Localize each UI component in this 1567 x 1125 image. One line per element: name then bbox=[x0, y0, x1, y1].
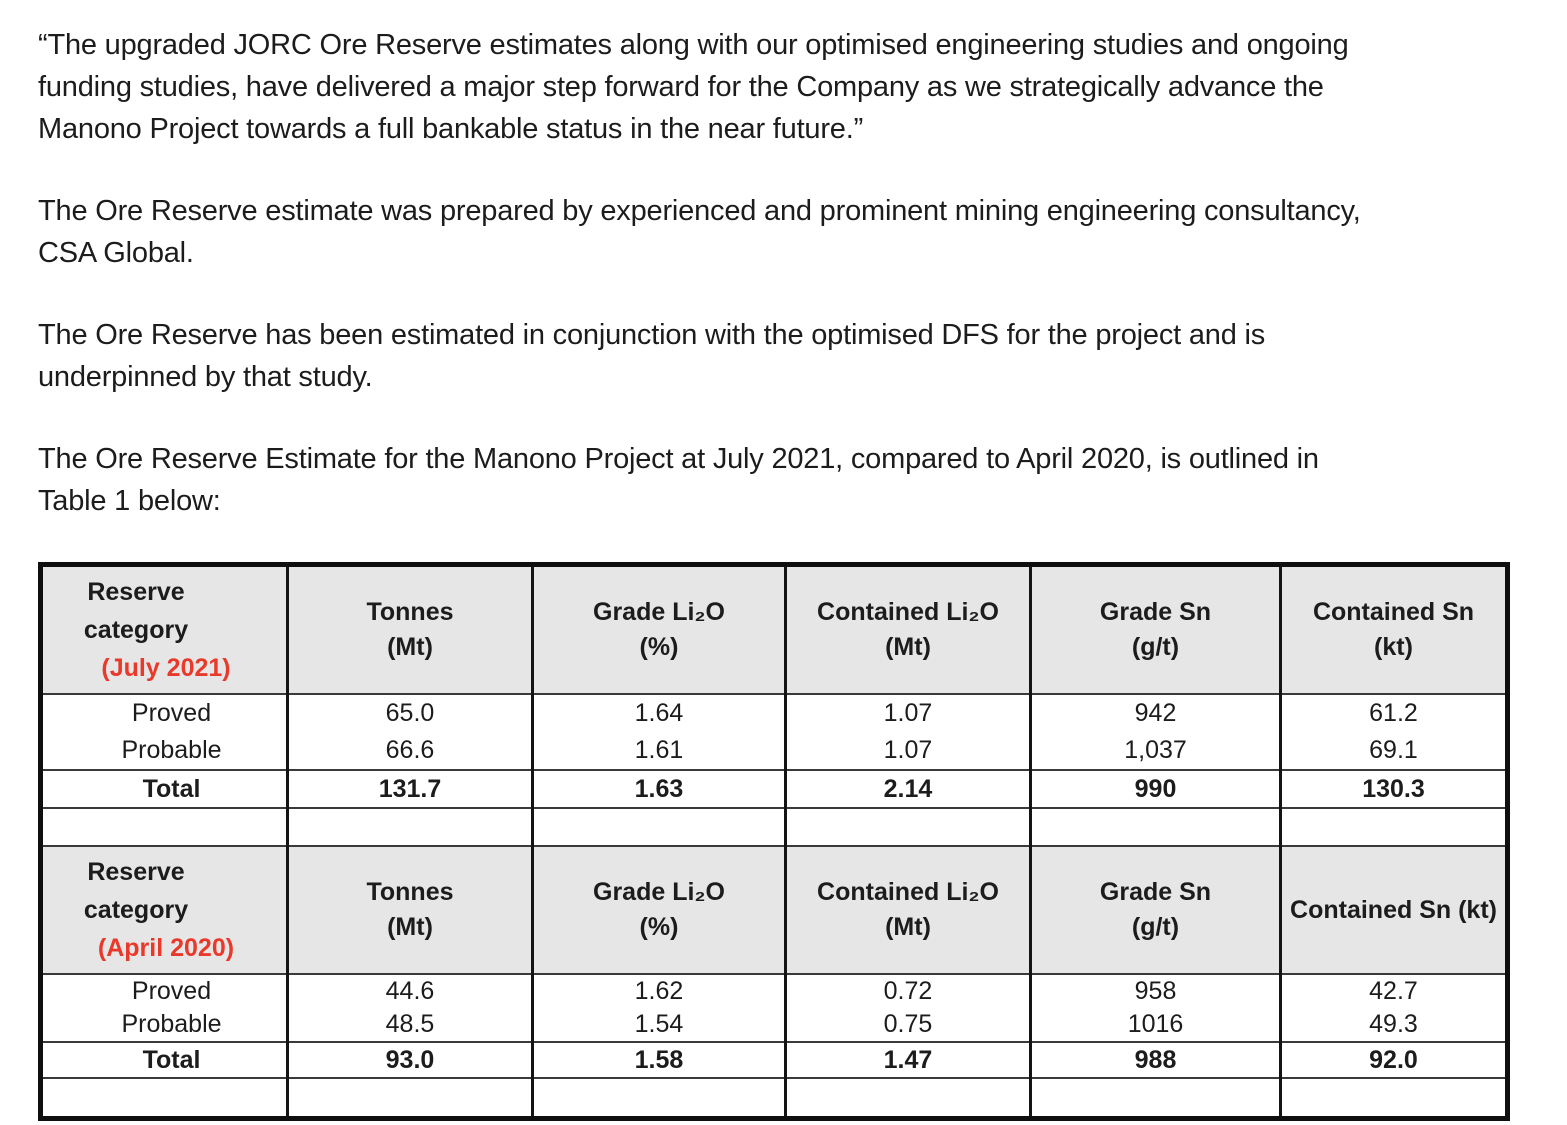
reserve-period-july-2021: (July 2021) bbox=[101, 654, 231, 682]
table-cell: 942 bbox=[1029, 694, 1281, 732]
column-header-grade-li2o: Grade Li₂O (%) bbox=[531, 564, 786, 695]
table-cell: 48.5 bbox=[286, 1008, 533, 1042]
reserve-category-header-cell: Reserve category (April 2020) bbox=[40, 846, 288, 975]
table-cell: 0.75 bbox=[784, 1008, 1031, 1042]
table-cell: 1.61 bbox=[531, 732, 786, 770]
table-cell: 958 bbox=[1029, 974, 1281, 1008]
column-header-tonnes: Tonnes (Mt) bbox=[286, 564, 533, 695]
spacer-row bbox=[40, 808, 1508, 847]
table-cell: 69.1 bbox=[1279, 732, 1508, 770]
table-cell: 1.58 bbox=[531, 1041, 786, 1079]
table-cell: 988 bbox=[1029, 1041, 1281, 1079]
table-cell: 1016 bbox=[1029, 1008, 1281, 1042]
table-row-probable-2021: Probable 66.6 1.61 1.07 1,037 69.1 bbox=[41, 732, 1508, 770]
column-header-contained-li2o: Contained Li₂O (Mt) bbox=[784, 564, 1031, 695]
row-label: Total bbox=[40, 1041, 288, 1079]
table-row-probable-2020: Probable 48.5 1.54 0.75 1016 49.3 bbox=[41, 1008, 1508, 1042]
spacer-row bbox=[41, 1078, 1508, 1118]
table-cell: 990 bbox=[1029, 769, 1281, 809]
column-header-grade-sn: Grade Sn (g/t) bbox=[1029, 846, 1281, 975]
table-cell: 93.0 bbox=[286, 1041, 533, 1079]
table-cell: 2.14 bbox=[784, 769, 1031, 809]
reserve-category-label: Reserve category bbox=[83, 578, 189, 644]
table-cell: 92.0 bbox=[1279, 1041, 1508, 1079]
table-cell: 1.54 bbox=[531, 1008, 786, 1042]
table-cell: 65.0 bbox=[286, 694, 533, 732]
column-header-grade-li2o: Grade Li₂O (%) bbox=[531, 846, 786, 975]
table-cell: 131.7 bbox=[286, 769, 533, 809]
table-cell: 0.72 bbox=[784, 974, 1031, 1008]
table-cell: 1.47 bbox=[784, 1041, 1031, 1079]
table-cell: 49.3 bbox=[1279, 1008, 1508, 1042]
row-label: Total bbox=[40, 769, 288, 809]
table-cell: 1.07 bbox=[784, 732, 1031, 770]
table-row-proved-2020: Proved 44.6 1.62 0.72 958 42.7 bbox=[41, 974, 1508, 1008]
table-cell: 61.2 bbox=[1279, 694, 1508, 732]
column-header-contained-li2o: Contained Li₂O (Mt) bbox=[784, 846, 1031, 975]
reserve-period-april-2020: (April 2020) bbox=[97, 934, 235, 962]
table-cell: 66.6 bbox=[286, 732, 533, 770]
dfs-paragraph: The Ore Reserve has been estimated in co… bbox=[38, 319, 1266, 393]
column-header-contained-sn: Contained Sn (kt) bbox=[1279, 846, 1508, 975]
table-cell: 1,037 bbox=[1029, 732, 1281, 770]
csa-global-paragraph: The Ore Reserve estimate was prepared by… bbox=[38, 195, 1361, 269]
table-cell: 1.64 bbox=[531, 694, 786, 732]
table-row-total-2020: Total 93.0 1.58 1.47 988 92.0 bbox=[40, 1041, 1508, 1079]
column-header-contained-sn: Contained Sn (kt) bbox=[1279, 564, 1508, 695]
table-header-row-april-2020: Reserve category (April 2020) Tonnes (Mt… bbox=[40, 846, 1508, 975]
table-intro-paragraph: The Ore Reserve Estimate for the Manono … bbox=[38, 443, 1319, 517]
row-label: Proved bbox=[131, 977, 212, 1005]
table-cell: 130.3 bbox=[1279, 769, 1508, 809]
column-header-tonnes: Tonnes (Mt) bbox=[286, 846, 533, 975]
table-row-total-2021: Total 131.7 1.63 2.14 990 130.3 bbox=[40, 769, 1508, 809]
table-cell: 44.6 bbox=[286, 974, 533, 1008]
table-cell: 1.07 bbox=[784, 694, 1031, 732]
row-label: Proved bbox=[131, 699, 212, 727]
row-label: Probable bbox=[121, 1010, 222, 1038]
table-row-proved-2021: Proved 65.0 1.64 1.07 942 61.2 bbox=[41, 694, 1508, 732]
table-cell: 1.63 bbox=[531, 769, 786, 809]
column-header-grade-sn: Grade Sn (g/t) bbox=[1029, 564, 1281, 695]
table-header-row-july-2021: Reserve category (July 2021) Tonnes (Mt)… bbox=[40, 564, 1508, 695]
quote-paragraph: “The upgraded JORC Ore Reserve estimates… bbox=[38, 29, 1349, 145]
reserve-category-label: Reserve category bbox=[83, 858, 189, 924]
table-cell: 1.62 bbox=[531, 974, 786, 1008]
table-cell: 42.7 bbox=[1279, 974, 1508, 1008]
ore-reserve-table: Reserve category (July 2021) Tonnes (Mt)… bbox=[38, 562, 1510, 1121]
row-label: Probable bbox=[121, 736, 222, 764]
reserve-category-header-cell: Reserve category (July 2021) bbox=[40, 564, 288, 695]
